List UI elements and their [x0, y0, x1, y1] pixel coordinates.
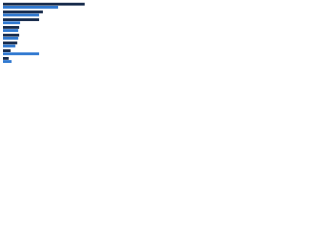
bar — [3, 2, 85, 6]
bar — [3, 18, 40, 22]
bar — [3, 33, 20, 37]
bar — [3, 57, 9, 60]
bar — [3, 49, 11, 53]
bar — [3, 10, 43, 14]
bar — [3, 41, 18, 45]
bar — [3, 13, 40, 17]
bar — [3, 36, 19, 40]
bar — [3, 44, 16, 48]
bar — [3, 60, 12, 63]
bar — [3, 52, 40, 56]
bar — [3, 5, 59, 9]
bar — [3, 21, 21, 25]
chart — [3, 2, 85, 63]
bar — [3, 29, 19, 32]
page: {"chart_data": {"type": "bar", "orientat… — [0, 0, 320, 71]
bar — [3, 26, 20, 29]
